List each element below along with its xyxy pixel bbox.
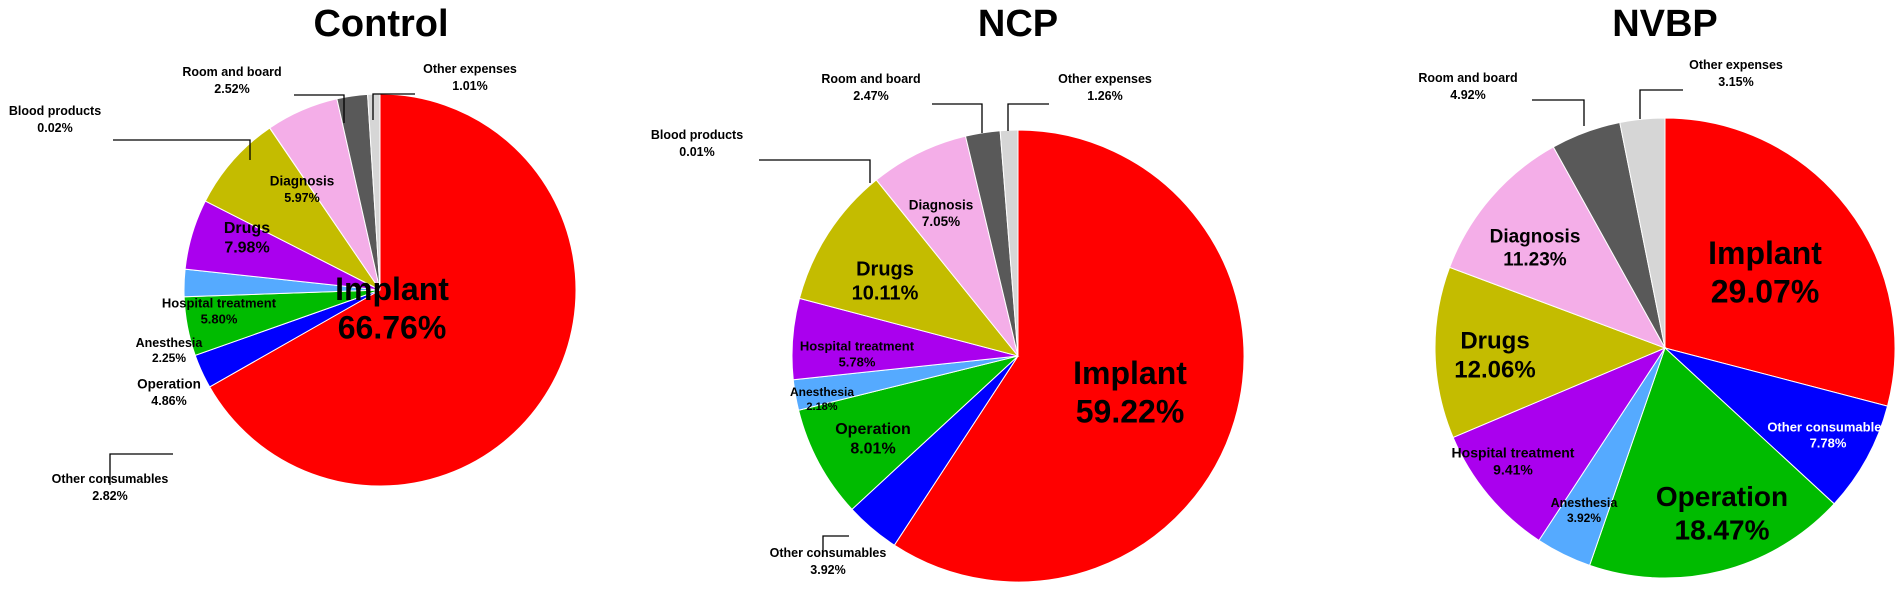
ncp-label-hospital-treatment: Hospital treatment bbox=[800, 339, 915, 354]
control-value-anesthesia: 2.25% bbox=[152, 351, 186, 365]
ncp-value-implant: 59.22% bbox=[1076, 394, 1185, 430]
control-slice-drugs bbox=[204, 127, 381, 291]
nvbp-label-drugs: Drugs bbox=[1460, 328, 1529, 355]
control-label-diagnosis: Diagnosis bbox=[270, 174, 335, 189]
control-label-room-and-board: Room and board bbox=[182, 65, 281, 79]
nvbp-leader-other-expenses bbox=[1639, 89, 1683, 119]
nvbp-value-drugs: 12.06% bbox=[1454, 356, 1535, 383]
ncp-label-operation: Operation bbox=[835, 421, 911, 438]
nvbp-label-diagnosis: Diagnosis bbox=[1490, 227, 1581, 248]
nvbp-value-other-expenses: 3.15% bbox=[1718, 75, 1753, 89]
nvbp-label-other-consumables: Other consumables bbox=[1767, 420, 1888, 435]
ncp-value-other-expenses: 1.26% bbox=[1087, 89, 1122, 103]
control-label-hospital-treatment: Hospital treatment bbox=[162, 296, 277, 311]
nvbp-value-operation: 18.47% bbox=[1675, 515, 1770, 546]
nvbp-leader-room-and-board bbox=[1532, 99, 1585, 126]
nvbp-label-other-expenses: Other expenses bbox=[1689, 58, 1783, 72]
nvbp-slice-hospital-treatment bbox=[1452, 346, 1667, 542]
ncp-leader-other-consumables bbox=[822, 535, 849, 556]
control-label-other-consumables: Other consumables bbox=[52, 472, 169, 486]
control-label-anesthesia: Anesthesia bbox=[136, 336, 204, 350]
ncp-label-anesthesia: Anesthesia bbox=[790, 385, 854, 399]
nvbp-slice-other-expenses bbox=[1619, 117, 1666, 349]
control-leader-other-consumables bbox=[109, 453, 173, 485]
title-nvbp: NVBP bbox=[1612, 3, 1718, 45]
ncp-value-room-and-board: 2.47% bbox=[853, 89, 888, 103]
nvbp-value-diagnosis: 11.23% bbox=[1503, 249, 1566, 270]
ncp-value-blood-products: 0.01% bbox=[679, 145, 714, 159]
control-value-diagnosis: 5.97% bbox=[284, 191, 319, 205]
ncp-slice-other-expenses bbox=[999, 129, 1019, 357]
nvbp-value-other-consumables: 7.78% bbox=[1810, 435, 1847, 450]
control-slice-implant bbox=[208, 93, 577, 487]
nvbp-slice-other-consumables bbox=[1664, 347, 1889, 505]
ncp-value-anesthesia: 2.18% bbox=[806, 401, 837, 413]
control-label-blood-products: Blood products bbox=[9, 104, 101, 118]
control-value-hospital-treatment: 5.80% bbox=[201, 311, 238, 326]
control-label-operation: Operation bbox=[137, 377, 201, 392]
nvbp-slice-drugs bbox=[1434, 266, 1667, 439]
nvbp-label-room-and-board: Room and board bbox=[1418, 71, 1517, 85]
nvbp-label-operation: Operation bbox=[1656, 481, 1788, 512]
ncp-value-drugs: 10.11% bbox=[852, 282, 919, 304]
control-value-other-consumables: 2.82% bbox=[92, 489, 127, 503]
control-label-drugs: Drugs bbox=[224, 220, 270, 237]
nvbp-value-implant: 29.07% bbox=[1711, 274, 1820, 310]
ncp-value-other-consumables: 3.92% bbox=[810, 563, 845, 577]
control-value-implant: 66.76% bbox=[338, 310, 447, 346]
control-leader-blood-products bbox=[113, 139, 251, 160]
ncp-label-blood-products: Blood products bbox=[651, 128, 743, 142]
ncp-value-hospital-treatment: 5.78% bbox=[839, 354, 876, 369]
ncp-value-diagnosis: 7.05% bbox=[922, 214, 960, 229]
ncp-label-other-expenses: Other expenses bbox=[1058, 72, 1152, 86]
control-value-room-and-board: 2.52% bbox=[214, 82, 249, 96]
ncp-label-diagnosis: Diagnosis bbox=[909, 198, 974, 213]
title-ncp: NCP bbox=[978, 3, 1058, 45]
title-control: Control bbox=[313, 3, 448, 45]
control-value-blood-products: 0.02% bbox=[37, 121, 72, 135]
control-value-other-expenses: 1.01% bbox=[452, 79, 487, 93]
ncp-leader-room-and-board bbox=[932, 103, 983, 133]
ncp-value-operation: 8.01% bbox=[850, 440, 895, 457]
ncp-slice-operation bbox=[797, 355, 1019, 511]
ncp-leader-other-expenses bbox=[1007, 103, 1049, 131]
nvbp-label-implant: Implant bbox=[1708, 235, 1822, 271]
control-value-drugs: 7.98% bbox=[224, 239, 269, 256]
control-value-operation: 4.86% bbox=[151, 394, 186, 408]
nvbp-value-anesthesia: 3.92% bbox=[1567, 511, 1601, 525]
control-leader-room-and-board bbox=[294, 94, 345, 123]
nvbp-slice-operation bbox=[1588, 347, 1835, 579]
ncp-label-drugs: Drugs bbox=[856, 258, 914, 280]
ncp-label-implant: Implant bbox=[1073, 355, 1187, 391]
nvbp-value-hospital-treatment: 9.41% bbox=[1493, 461, 1533, 477]
ncp-slice-implant bbox=[893, 129, 1245, 583]
nvbp-label-hospital-treatment: Hospital treatment bbox=[1452, 444, 1575, 460]
control-leader-other-expenses bbox=[372, 93, 415, 120]
nvbp-slice-implant bbox=[1664, 117, 1896, 407]
control-label-implant: Implant bbox=[335, 271, 449, 307]
nvbp-value-room-and-board: 4.92% bbox=[1450, 88, 1485, 102]
nvbp-slice-diagnosis bbox=[1448, 146, 1667, 349]
control-label-other-expenses: Other expenses bbox=[423, 62, 517, 76]
ncp-label-other-consumables: Other consumables bbox=[770, 546, 887, 560]
nvbp-label-anesthesia: Anesthesia bbox=[1551, 496, 1619, 510]
ncp-label-room-and-board: Room and board bbox=[821, 72, 920, 86]
ncp-leader-blood-products bbox=[759, 159, 871, 183]
ncp-slice-drugs bbox=[798, 179, 1020, 357]
